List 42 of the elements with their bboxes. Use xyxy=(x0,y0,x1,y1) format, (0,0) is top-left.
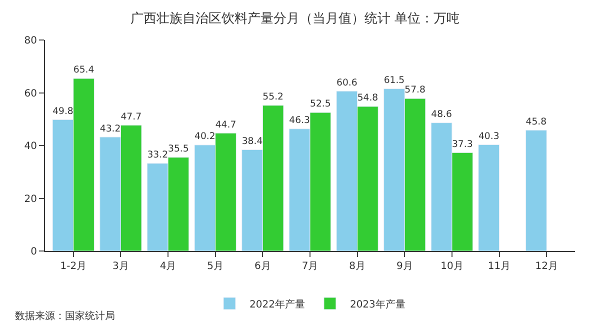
data-label: 40.2 xyxy=(194,131,216,142)
y-tick-label: 40 xyxy=(24,141,37,152)
y-tick-label: 60 xyxy=(24,88,37,100)
data-label: 43.2 xyxy=(100,123,121,134)
data-label: 49.8 xyxy=(52,106,74,117)
x-tick-label: 6月 xyxy=(254,261,271,272)
legend-label: 2023年产量 xyxy=(350,298,406,310)
data-label: 37.3 xyxy=(452,138,473,150)
data-label: 45.8 xyxy=(526,116,547,128)
data-label: 52.5 xyxy=(310,98,331,110)
x-tick-label: 12月 xyxy=(535,261,558,272)
x-tick-label: 5月 xyxy=(207,261,224,272)
x-tick-label: 4月 xyxy=(160,261,176,272)
x-tick-label: 11月 xyxy=(488,261,511,272)
data-label: 57.8 xyxy=(404,84,426,96)
data-label: 61.5 xyxy=(384,74,405,86)
x-tick-label: 7月 xyxy=(302,261,318,272)
data-label: 33.2 xyxy=(147,150,168,161)
data-label: 38.4 xyxy=(242,136,263,147)
bar xyxy=(478,144,500,251)
x-tick-label: 8月 xyxy=(349,261,366,272)
data-label: 48.6 xyxy=(431,109,452,120)
data-label: 54.8 xyxy=(357,92,378,104)
legend-label: 2022年产量 xyxy=(250,298,305,310)
x-tick-label: 1-2月 xyxy=(60,261,87,272)
x-tick-label: 3月 xyxy=(112,261,129,272)
chart-title: 广西壮族自治区饮料产量分月（当月值）统计 单位：万吨 xyxy=(130,11,460,26)
y-tick-label: 80 xyxy=(24,36,37,46)
data-label: 44.7 xyxy=(215,119,236,130)
y-tick-label: 20 xyxy=(24,194,37,205)
data-label: 47.7 xyxy=(120,111,142,122)
data-label: 65.4 xyxy=(73,64,94,76)
source-note: 数据来源：国家统计局 xyxy=(15,310,115,322)
x-tick-label: 10月 xyxy=(440,261,464,272)
data-label: 46.3 xyxy=(289,115,310,126)
x-tick-label: 9月 xyxy=(396,261,413,272)
data-label: 35.5 xyxy=(168,144,189,155)
y-tick-label: 0 xyxy=(30,246,37,258)
data-label: 40.3 xyxy=(478,130,500,142)
data-label: 55.2 xyxy=(262,92,284,103)
bar xyxy=(526,130,547,251)
data-label: 60.6 xyxy=(336,77,358,88)
